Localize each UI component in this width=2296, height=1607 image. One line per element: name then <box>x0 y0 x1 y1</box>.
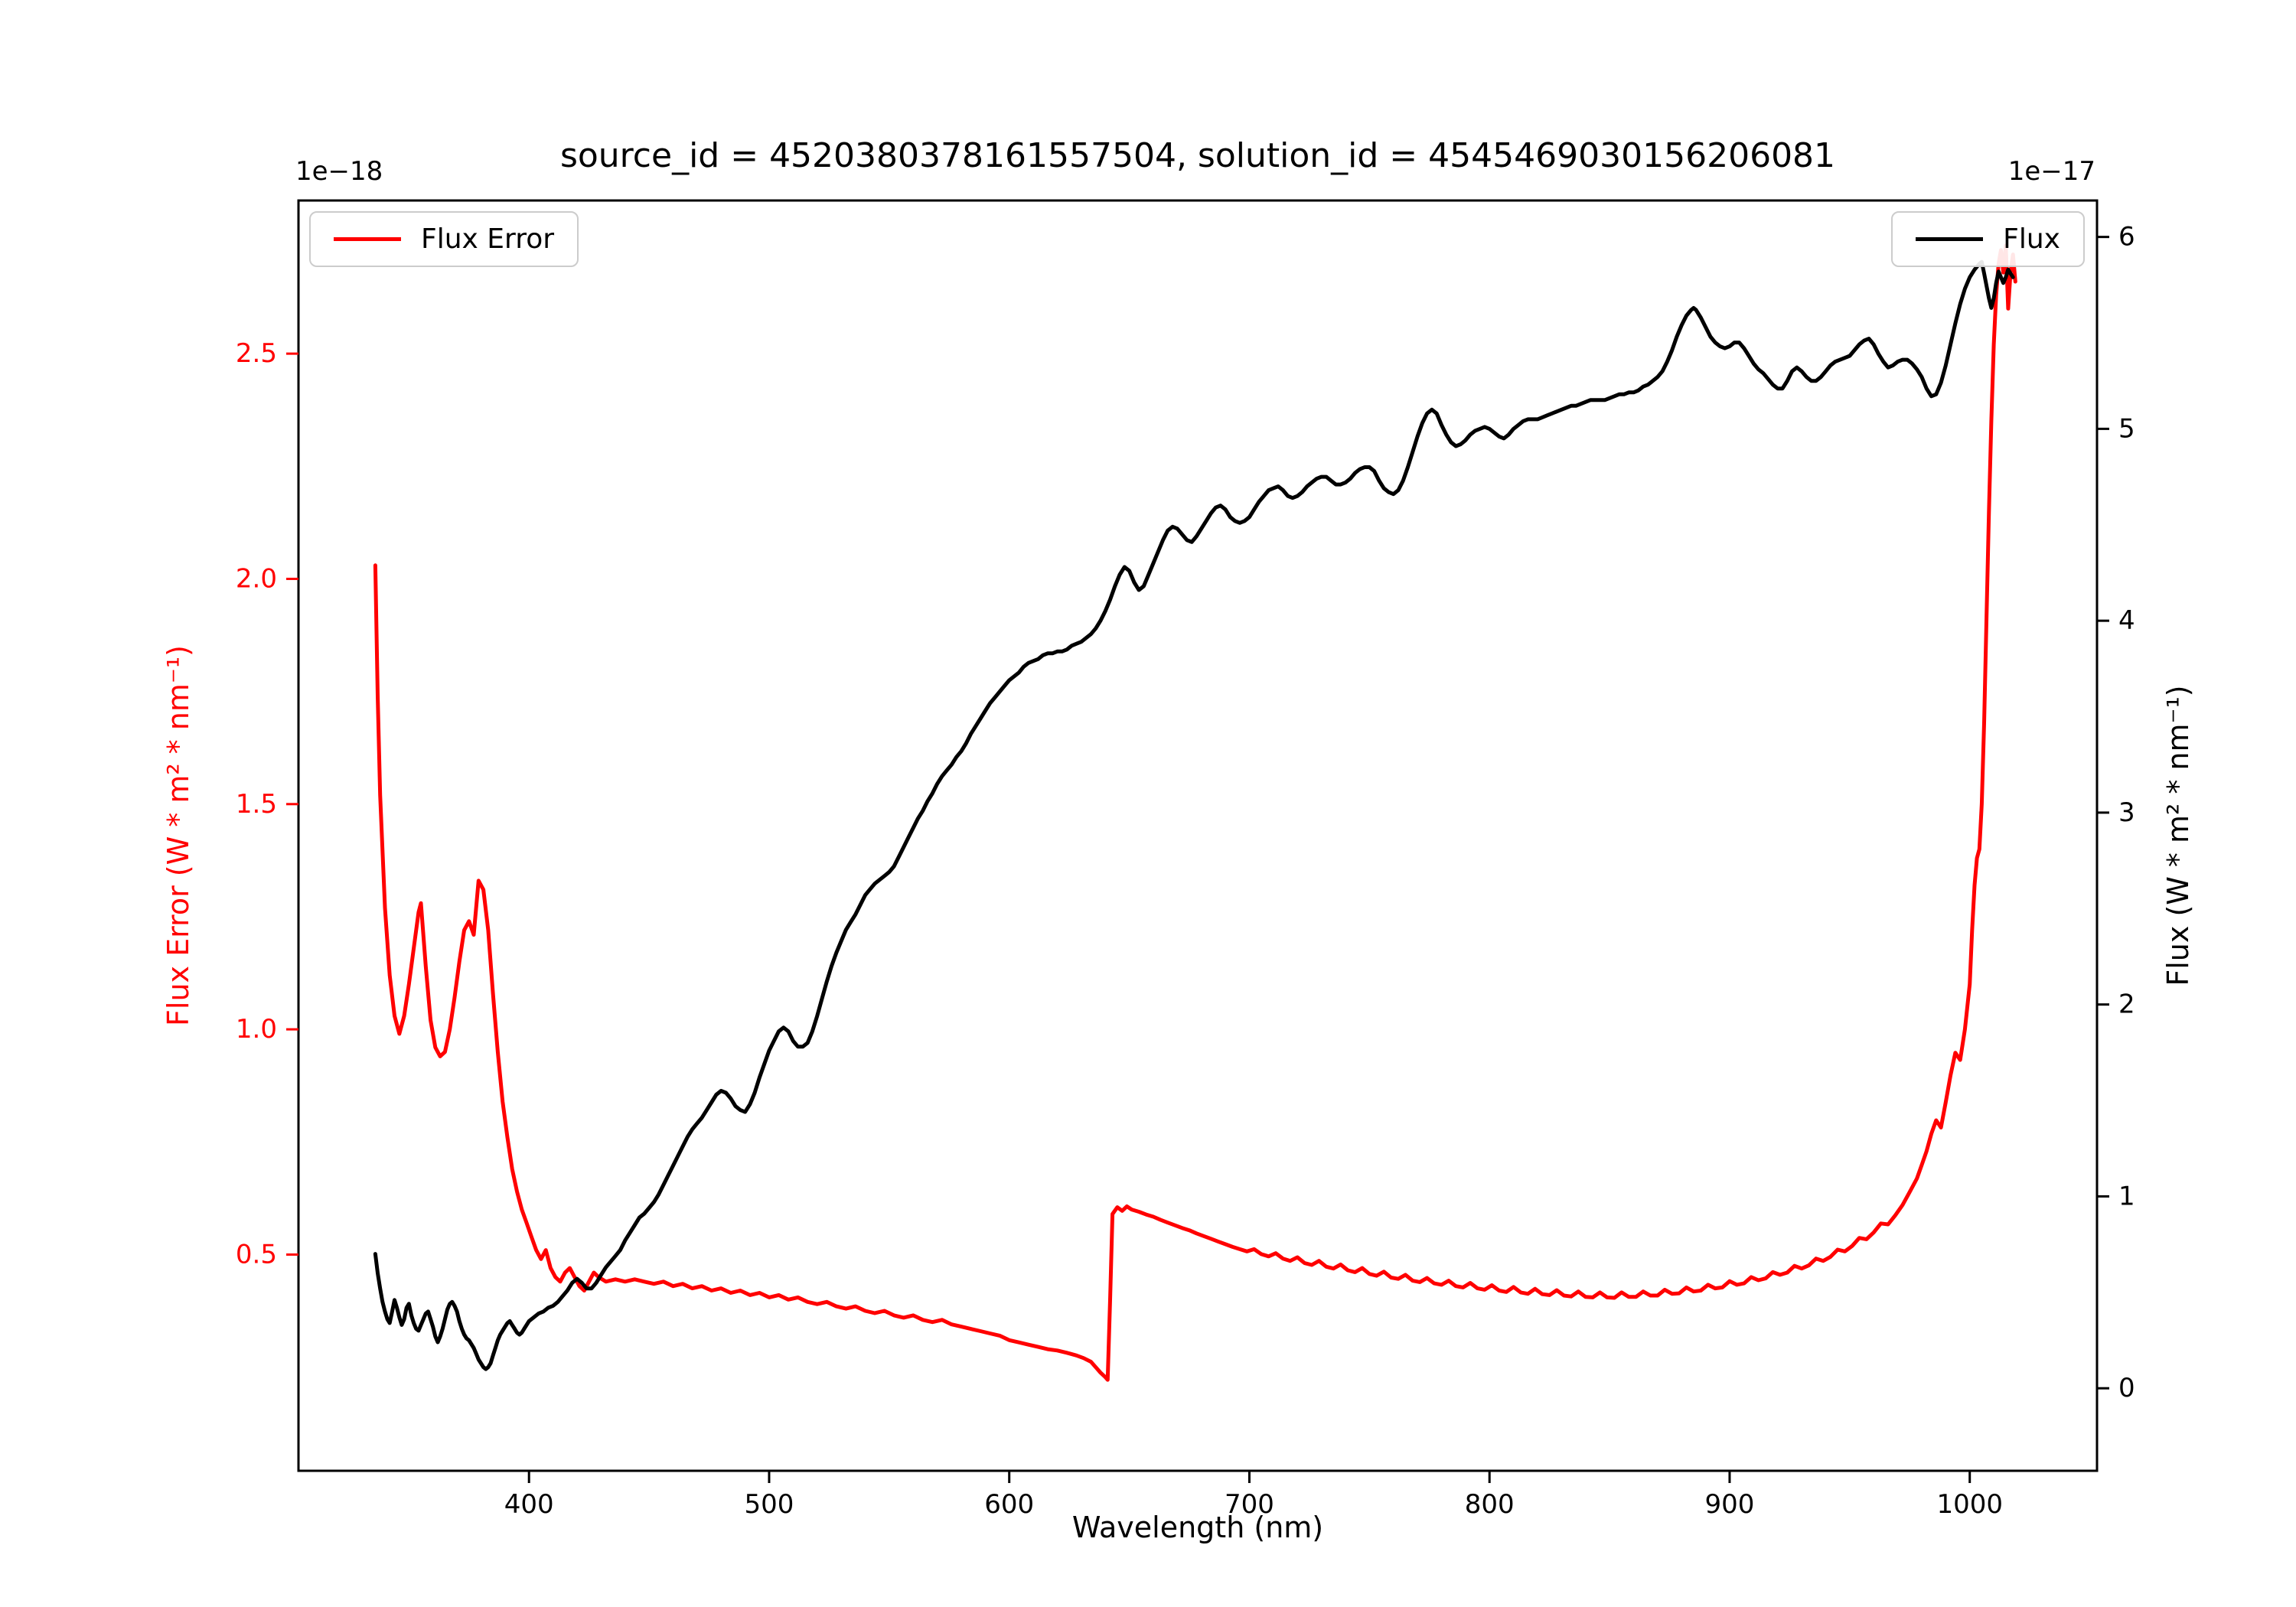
left-y-tick-label: 1.0 <box>236 1014 277 1045</box>
right-y-axis-label: Flux (W * m² * nm⁻¹) <box>2161 685 2195 986</box>
flux-line-sample <box>1916 237 1984 241</box>
axes-spines <box>297 199 2099 1472</box>
right-y-tick-label: 2 <box>2118 989 2135 1020</box>
left-y-tick-label: 2.5 <box>236 338 277 369</box>
x-tick-label: 500 <box>745 1489 794 1520</box>
right-y-tick-label: 4 <box>2118 605 2135 636</box>
left-y-axis-label: Flux Error (W * m² * nm⁻¹) <box>161 645 195 1026</box>
left-y-tick-label: 2.0 <box>236 563 277 594</box>
legend-flux-label: Flux <box>2003 223 2060 255</box>
right-y-tick-label: 5 <box>2118 413 2135 444</box>
x-tick-label: 800 <box>1465 1489 1515 1520</box>
x-axis-label: Wavelength (nm) <box>1071 1511 1324 1544</box>
legend-flux-error: Flux Error <box>309 211 579 267</box>
flux-error-line <box>373 243 2017 1382</box>
left-y-tick-label: 0.5 <box>236 1239 277 1270</box>
x-tick-label: 1000 <box>1936 1489 2003 1520</box>
right-y-tick-label: 3 <box>2118 797 2135 828</box>
x-tick-label: 900 <box>1705 1489 1755 1520</box>
legend-flux: Flux <box>1891 211 2085 267</box>
x-tick-label: 400 <box>504 1489 554 1520</box>
x-tick-label: 600 <box>984 1489 1034 1520</box>
x-tick-label: 700 <box>1225 1489 1274 1520</box>
legend-flux-error-label: Flux Error <box>421 223 555 255</box>
flux-error-line-sample <box>334 237 401 241</box>
right-y-tick-label: 0 <box>2118 1373 2135 1403</box>
right-axis-offset-text: 1e−17 <box>2007 156 2095 187</box>
right-y-tick-label: 6 <box>2118 222 2135 253</box>
flux-line <box>373 259 2015 1371</box>
left-y-tick-label: 1.5 <box>236 789 277 820</box>
right-y-tick-label: 1 <box>2118 1181 2135 1211</box>
chart-title: source_id = 4520380378161557504, solutio… <box>559 136 1836 175</box>
left-axis-offset-text: 1e−18 <box>295 156 383 187</box>
